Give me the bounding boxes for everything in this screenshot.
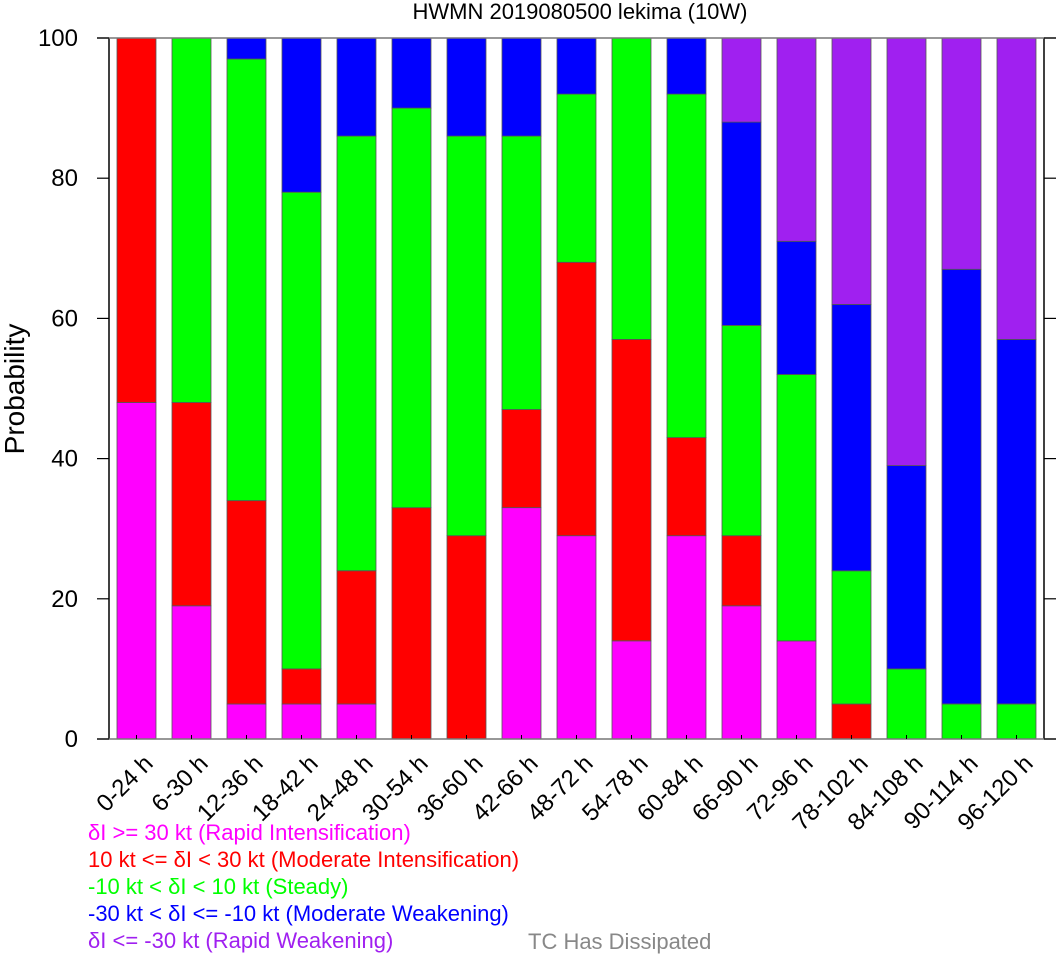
bar-segment-4-3: [336, 37, 377, 137]
bar-segment-9-0: [611, 640, 652, 740]
chart-title: HWMN 2019080500 lekima (10W): [412, 0, 747, 24]
bar-segment-1-2: [171, 37, 212, 403]
bar-segment-6-2: [446, 135, 487, 537]
bar-segment-6-3: [446, 37, 487, 137]
bar-segment-3-0: [281, 703, 322, 740]
bars-group: [116, 37, 1037, 740]
bar-segment-4-1: [336, 570, 377, 705]
bar-segment-10-3: [666, 37, 707, 95]
bar-segment-8-2: [556, 93, 597, 263]
bar-segment-3-2: [281, 191, 322, 670]
legend-item-steady: -10 kt < δI < 10 kt (Steady): [88, 874, 349, 899]
y-tick-label-60: 60: [51, 305, 78, 332]
bar-segment-3-3: [281, 37, 322, 193]
bar-segment-2-2: [226, 58, 267, 502]
bar-segment-1-0: [171, 605, 212, 740]
bar-segment-11-1: [721, 535, 762, 607]
bar-segment-10-0: [666, 535, 707, 740]
bar-segment-13-4: [831, 37, 872, 305]
bar-segment-2-3: [226, 37, 267, 60]
legend: δI >= 30 kt (Rapid Intensification) 10 k…: [88, 819, 519, 954]
bar-segment-16-2: [996, 703, 1037, 740]
bar-segment-7-3: [501, 37, 542, 137]
bar-segment-12-3: [776, 240, 817, 375]
bar-segment-16-3: [996, 338, 1037, 705]
y-tick-label-20: 20: [51, 586, 78, 613]
bar-segment-4-2: [336, 135, 377, 572]
bar-segment-9-1: [611, 338, 652, 642]
bar-segment-8-0: [556, 535, 597, 740]
bar-segment-15-2: [941, 703, 982, 740]
bar-segment-14-3: [886, 465, 927, 670]
bar-segment-7-0: [501, 507, 542, 740]
bar-segment-10-2: [666, 93, 707, 438]
bar-segment-14-4: [886, 37, 927, 467]
bar-segment-15-4: [941, 37, 982, 270]
bar-segment-15-3: [941, 268, 982, 705]
legend-item-rapid-intensification: δI >= 30 kt (Rapid Intensification): [88, 820, 411, 845]
bar-segment-9-2: [611, 37, 652, 340]
bar-segment-6-1: [446, 535, 487, 740]
legend-item-dissipated: TC Has Dissipated: [528, 929, 712, 954]
y-tick-label-40: 40: [51, 446, 78, 473]
bar-segment-2-1: [226, 500, 267, 705]
bar-segment-4-0: [336, 703, 377, 740]
bar-segment-2-0: [226, 703, 267, 740]
x-tick-label-0: 0-24 h: [91, 750, 158, 817]
bar-segment-11-4: [721, 37, 762, 123]
bar-segment-11-3: [721, 121, 762, 326]
bar-segment-5-3: [391, 37, 432, 109]
y-tick-label-0: 0: [65, 726, 78, 753]
bar-segment-12-2: [776, 374, 817, 642]
bar-segment-10-1: [666, 437, 707, 537]
y-ticks-group: 0 20 40 60 80 100: [38, 25, 1056, 753]
bar-segment-13-3: [831, 303, 872, 572]
bar-segment-1-1: [171, 402, 212, 607]
bar-segment-5-2: [391, 107, 432, 509]
legend-item-rapid-weakening: δI <= -30 kt (Rapid Weakening): [88, 928, 394, 953]
bar-segment-16-4: [996, 37, 1037, 340]
bar-segment-5-1: [391, 507, 432, 740]
bar-segment-12-0: [776, 640, 817, 740]
bar-segment-7-2: [501, 135, 542, 410]
legend-item-moderate-intensification: 10 kt <= δI < 30 kt (Moderate Intensific…: [88, 847, 520, 872]
y-tick-label-80: 80: [51, 165, 78, 192]
bar-segment-11-0: [721, 605, 762, 740]
y-axis-label: Probability: [0, 324, 30, 455]
bar-segment-3-1: [281, 668, 322, 705]
bar-segment-11-2: [721, 324, 762, 537]
y-tick-label-100: 100: [38, 25, 78, 52]
bar-segment-14-2: [886, 668, 927, 740]
bar-segment-0-1: [116, 37, 157, 403]
bar-segment-0-0: [116, 402, 157, 740]
legend-item-moderate-weakening: -30 kt < δI <= -10 kt (Moderate Weakenin…: [88, 901, 509, 926]
bar-segment-12-4: [776, 37, 817, 242]
bar-segment-7-1: [501, 409, 542, 508]
bar-segment-13-2: [831, 570, 872, 705]
bar-segment-13-1: [831, 703, 872, 740]
bar-segment-8-1: [556, 261, 597, 537]
bar-segment-8-3: [556, 37, 597, 95]
